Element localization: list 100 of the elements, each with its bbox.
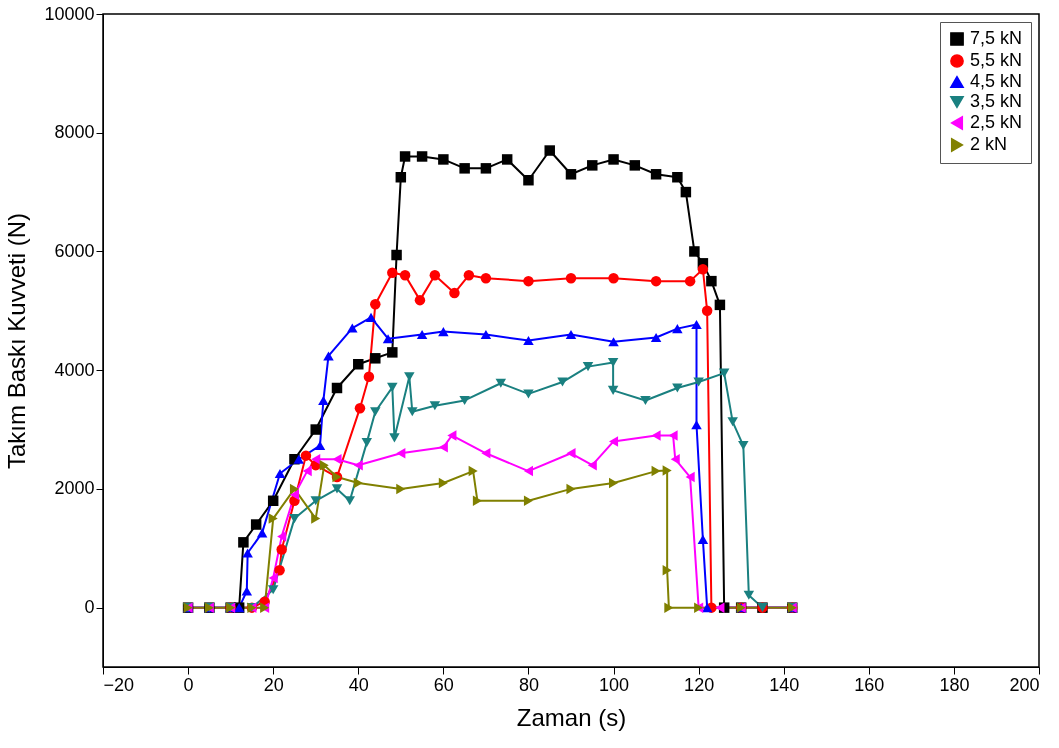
x-tick-label: 160 xyxy=(854,674,885,695)
point xyxy=(480,163,492,174)
point xyxy=(557,377,568,387)
point xyxy=(399,269,411,281)
point xyxy=(651,430,661,441)
point xyxy=(650,275,662,287)
point xyxy=(289,514,300,524)
x-tick-label: 100 xyxy=(599,674,630,695)
point xyxy=(691,319,702,330)
point xyxy=(608,272,619,284)
point xyxy=(523,335,534,346)
point xyxy=(662,465,672,476)
point xyxy=(387,267,398,279)
x-tick-label: 200 xyxy=(1009,674,1040,695)
point xyxy=(544,145,555,156)
point xyxy=(365,312,377,322)
point xyxy=(395,172,407,183)
point xyxy=(438,477,448,489)
point xyxy=(268,572,278,584)
point xyxy=(566,483,576,495)
point xyxy=(565,272,577,284)
point xyxy=(714,299,726,311)
point xyxy=(463,269,475,281)
point xyxy=(318,395,329,405)
point xyxy=(459,395,470,405)
point xyxy=(664,602,674,613)
x-tick-label: 180 xyxy=(939,674,970,695)
point xyxy=(331,382,343,394)
point xyxy=(495,378,507,388)
point xyxy=(684,275,696,287)
x-tick-label: 20 xyxy=(263,674,284,695)
point xyxy=(353,359,364,370)
point xyxy=(361,438,373,448)
point xyxy=(363,371,375,382)
point xyxy=(691,420,702,430)
point xyxy=(319,459,329,471)
point xyxy=(697,264,709,275)
point xyxy=(480,330,492,340)
point xyxy=(323,351,334,361)
point xyxy=(250,519,262,530)
point xyxy=(370,299,381,310)
point xyxy=(609,477,619,489)
point xyxy=(480,272,492,284)
point xyxy=(438,327,449,337)
point xyxy=(387,347,398,358)
point xyxy=(256,528,268,538)
point xyxy=(523,275,534,287)
point xyxy=(268,513,278,524)
point xyxy=(289,489,299,501)
point xyxy=(347,323,358,333)
point xyxy=(353,459,363,471)
legend-label: 2 kN xyxy=(970,134,1008,154)
y-tick-label: 4000 xyxy=(54,359,95,380)
point xyxy=(382,334,394,344)
point xyxy=(727,417,738,427)
point xyxy=(582,362,594,372)
point xyxy=(276,544,287,555)
point xyxy=(391,249,402,261)
point xyxy=(523,174,534,186)
point xyxy=(267,585,279,595)
point xyxy=(416,151,428,162)
point xyxy=(472,495,482,507)
point xyxy=(429,269,441,281)
point xyxy=(429,401,441,411)
point xyxy=(743,590,755,600)
point xyxy=(241,586,253,596)
point xyxy=(629,160,641,171)
legend-label: 2,5 kN xyxy=(970,112,1023,132)
point xyxy=(523,465,533,477)
point xyxy=(607,385,619,395)
point xyxy=(238,537,249,548)
point xyxy=(267,495,279,507)
point xyxy=(274,565,285,576)
legend-label: 3,5 kN xyxy=(970,91,1023,111)
point xyxy=(242,548,253,558)
point xyxy=(662,564,672,576)
point xyxy=(672,172,683,183)
x-tick-label: 60 xyxy=(433,674,454,695)
point xyxy=(274,468,286,479)
point xyxy=(399,151,411,162)
point xyxy=(670,453,680,465)
y-tick-label: 6000 xyxy=(54,240,95,261)
legend-label: 5,5 kN xyxy=(970,50,1023,70)
point xyxy=(701,603,713,613)
point xyxy=(608,337,619,347)
point xyxy=(680,186,692,198)
point xyxy=(650,169,662,180)
point xyxy=(332,453,342,465)
point xyxy=(523,495,533,507)
legend-label: 4,5 kN xyxy=(970,71,1023,91)
x-tick-label: 80 xyxy=(518,674,539,695)
point xyxy=(608,154,619,165)
point xyxy=(685,471,695,483)
x-tick-label: 120 xyxy=(684,674,715,695)
point xyxy=(640,395,651,405)
point xyxy=(396,483,406,495)
point xyxy=(344,496,356,506)
point xyxy=(481,448,491,459)
x-tick-label: 140 xyxy=(769,674,800,695)
point xyxy=(668,430,678,441)
